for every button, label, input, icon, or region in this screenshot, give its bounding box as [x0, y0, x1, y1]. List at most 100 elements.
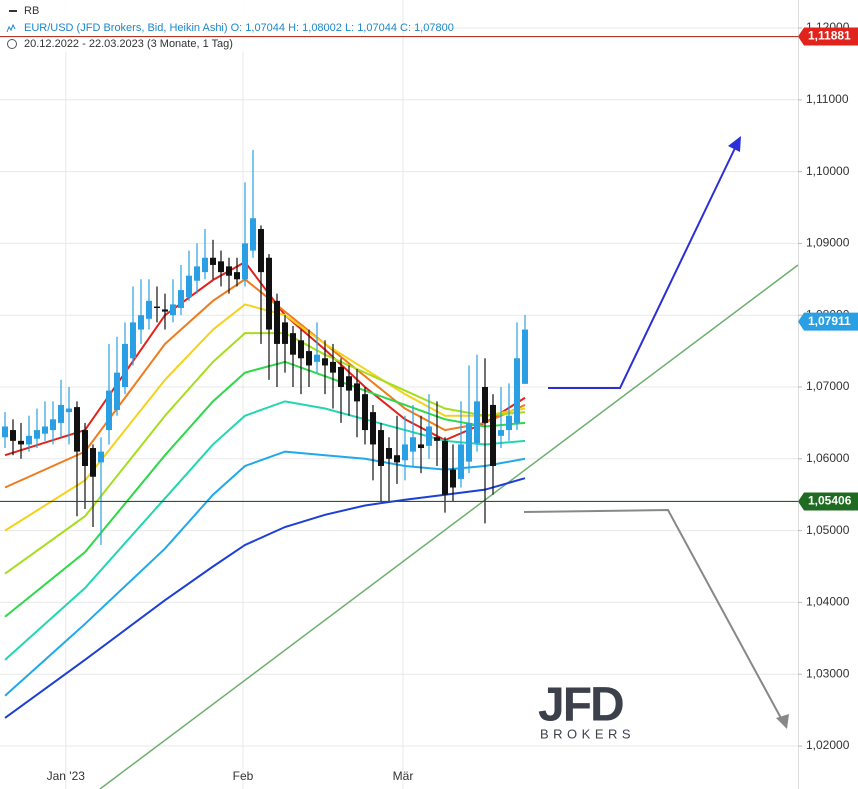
legend-icon [9, 10, 17, 12]
candle-body [154, 306, 160, 309]
range: 20.12.2022 - 22.03.2023 (3 Monate, 1 Tag… [24, 38, 233, 50]
ribbon-line [4, 400, 526, 661]
price-tag-label: 1,05406 [808, 494, 852, 508]
y-tick-label: 1,06000 [806, 451, 850, 465]
indicator: RB [24, 5, 39, 17]
candle-body [218, 261, 224, 273]
ribbon-line [4, 303, 526, 532]
trend-line [99, 264, 799, 789]
candle-body [26, 435, 32, 445]
candle-body [226, 266, 232, 276]
up-arrow [548, 145, 737, 389]
candle-body [50, 419, 56, 431]
candle-body [194, 266, 200, 281]
candle-body [250, 218, 256, 251]
price-tags: 1,11881 1,07911 1,05406 [798, 27, 858, 511]
candle-body [450, 469, 456, 488]
ribbon-line [4, 332, 526, 575]
logo: JFD [538, 679, 623, 732]
candle-body [162, 309, 168, 312]
y-tick-label: 1,03000 [806, 666, 850, 680]
candles [2, 150, 528, 545]
candle-body [202, 257, 208, 273]
candle-body [458, 444, 464, 479]
candle-body [482, 386, 488, 423]
candle-body [506, 415, 512, 431]
instrument: EUR/USD (JFD Brokers, Bid, Heikin Ashi) … [24, 22, 454, 34]
candle-body [10, 430, 16, 441]
price-tag-label: 1,11881 [808, 29, 851, 43]
candle-body [410, 437, 416, 452]
candle-body [426, 426, 432, 446]
ribbon-line [4, 260, 526, 457]
candle-body [466, 422, 472, 462]
up-arrow-head [728, 136, 741, 152]
ribbon [4, 260, 526, 719]
x-tick-label: Jan '23 [47, 769, 86, 783]
candle-body [258, 229, 264, 273]
candle-body [514, 358, 520, 423]
candle-body [418, 444, 424, 449]
candle-body [82, 430, 88, 466]
candle-body [18, 440, 24, 445]
price-tag [798, 27, 858, 46]
candle-body [242, 243, 248, 280]
y-tick-label: 1,10000 [806, 164, 850, 178]
instrument-icon [6, 23, 16, 33]
candle-body [42, 426, 48, 434]
ribbon-line [4, 278, 526, 489]
x-tick-label: Mär [393, 769, 414, 783]
ribbon-line [4, 477, 526, 719]
candle-body [146, 300, 152, 319]
y-tick-label: 1,11000 [806, 92, 849, 106]
candle-body [442, 440, 448, 495]
candle-body [2, 426, 8, 438]
candle-body [370, 412, 376, 445]
candle-body [234, 272, 240, 280]
y-tick-label: 1,05000 [806, 523, 850, 537]
candle-body [498, 430, 504, 436]
candle-body [90, 448, 96, 477]
candle-body [98, 451, 104, 463]
candle-body [274, 300, 280, 344]
candle-body [386, 448, 392, 459]
candle-body [282, 322, 288, 344]
down-arrow [523, 508, 783, 721]
candle-body [322, 358, 328, 366]
y-tick-label: 1,02000 [806, 738, 850, 752]
candle-body [74, 407, 80, 452]
candle-body [474, 401, 480, 444]
candle-body [402, 444, 408, 461]
candle-body [522, 329, 528, 384]
candle-body [266, 257, 272, 330]
candle-body [338, 366, 344, 387]
candle-body [290, 333, 296, 355]
candle-body [434, 437, 440, 441]
candle-body [34, 430, 40, 439]
candle-body [170, 304, 176, 316]
candle-body [186, 275, 192, 298]
y-tick-label: 1,09000 [806, 236, 850, 250]
price-tag [798, 492, 858, 511]
candle-body [114, 372, 120, 410]
candle-body [306, 351, 312, 366]
candle-body [362, 394, 368, 431]
candle-body [58, 404, 64, 423]
price-tag-label: 1,07911 [808, 314, 851, 328]
candle-body [378, 430, 384, 466]
logo-sub: BROKERS [540, 726, 635, 741]
candle-body [122, 343, 128, 387]
candle-body [330, 361, 336, 373]
y-axis: 1,02000 1,03000 1,04000 1,05000 1,06000 1,070… [47, 20, 850, 783]
candle-body [346, 376, 352, 391]
candle-body [490, 404, 496, 466]
candle-body [314, 354, 320, 362]
candle-body [394, 455, 400, 463]
y-tick-label: 1,07000 [806, 379, 850, 393]
candle-body [178, 290, 184, 309]
price-tag [798, 312, 858, 331]
x-tick-label: Feb [233, 769, 254, 783]
ribbon-line [4, 450, 526, 697]
candle-body [130, 322, 136, 359]
